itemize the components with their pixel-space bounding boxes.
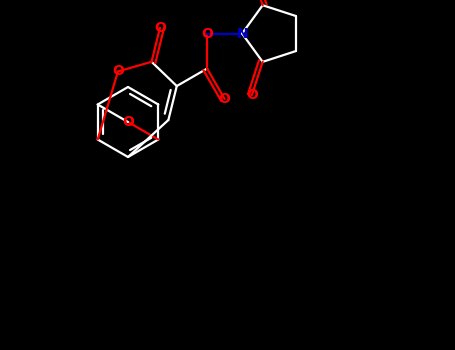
Text: O: O (122, 115, 134, 129)
Text: O: O (201, 27, 213, 41)
Text: O: O (154, 21, 166, 35)
Text: O: O (246, 88, 258, 102)
Text: O: O (112, 64, 124, 78)
Text: O: O (219, 92, 231, 106)
Text: N: N (236, 27, 248, 41)
